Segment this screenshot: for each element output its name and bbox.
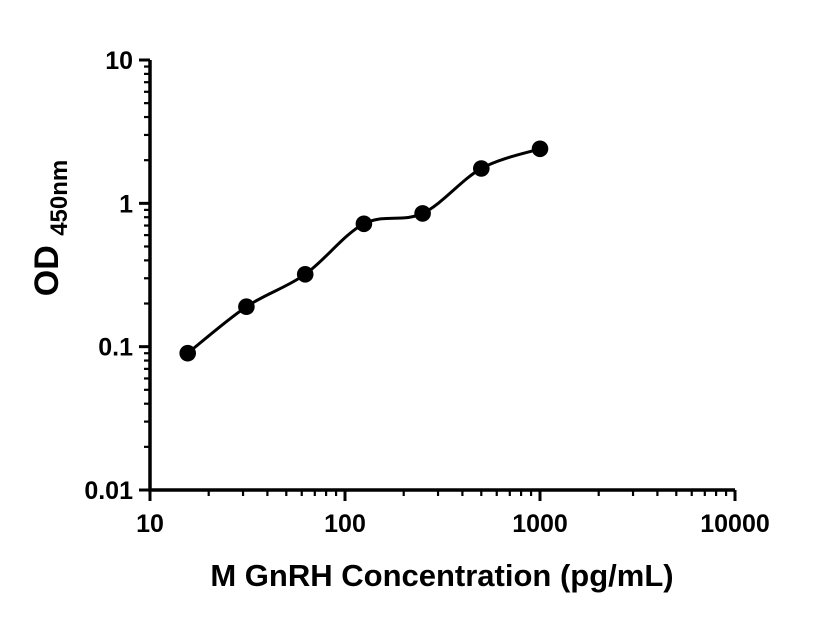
y-axis-title-subscript: 450nm	[46, 160, 73, 236]
fit-curve	[186, 147, 542, 355]
x-tick-label: 1000	[512, 510, 568, 538]
y-tick-label: 1	[119, 190, 133, 218]
axes-layer	[148, 60, 735, 492]
x-tick-label: 10000	[700, 510, 770, 538]
data-point	[473, 160, 490, 177]
y-tick-label: 10	[105, 47, 133, 75]
ticks-layer	[139, 58, 737, 501]
data-point	[296, 266, 314, 283]
x-axis-title: M GnRH Concentration (pg/mL)	[210, 558, 673, 593]
data-point	[355, 215, 373, 233]
y-axis-title: OD 450nm	[28, 160, 73, 297]
tick-labels-layer: 10 100 1000 10000 0.01 0.1 1 10	[84, 47, 769, 538]
data-point	[414, 205, 431, 222]
y-tick-label: 0.01	[84, 477, 133, 505]
data-point	[531, 140, 549, 158]
axis-lines	[148, 60, 735, 492]
series-layer	[179, 140, 549, 362]
y-axis-title-main: OD	[28, 245, 66, 296]
x-tick-label: 10	[136, 510, 164, 538]
x-tick-label: 100	[324, 510, 366, 538]
data-point	[238, 298, 255, 316]
data-point	[179, 344, 196, 362]
y-tick-label: 0.1	[98, 334, 133, 362]
